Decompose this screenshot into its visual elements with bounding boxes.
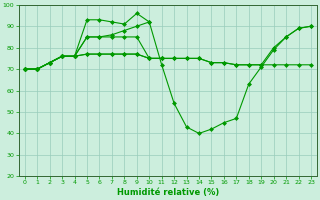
X-axis label: Humidité relative (%): Humidité relative (%) — [117, 188, 219, 197]
